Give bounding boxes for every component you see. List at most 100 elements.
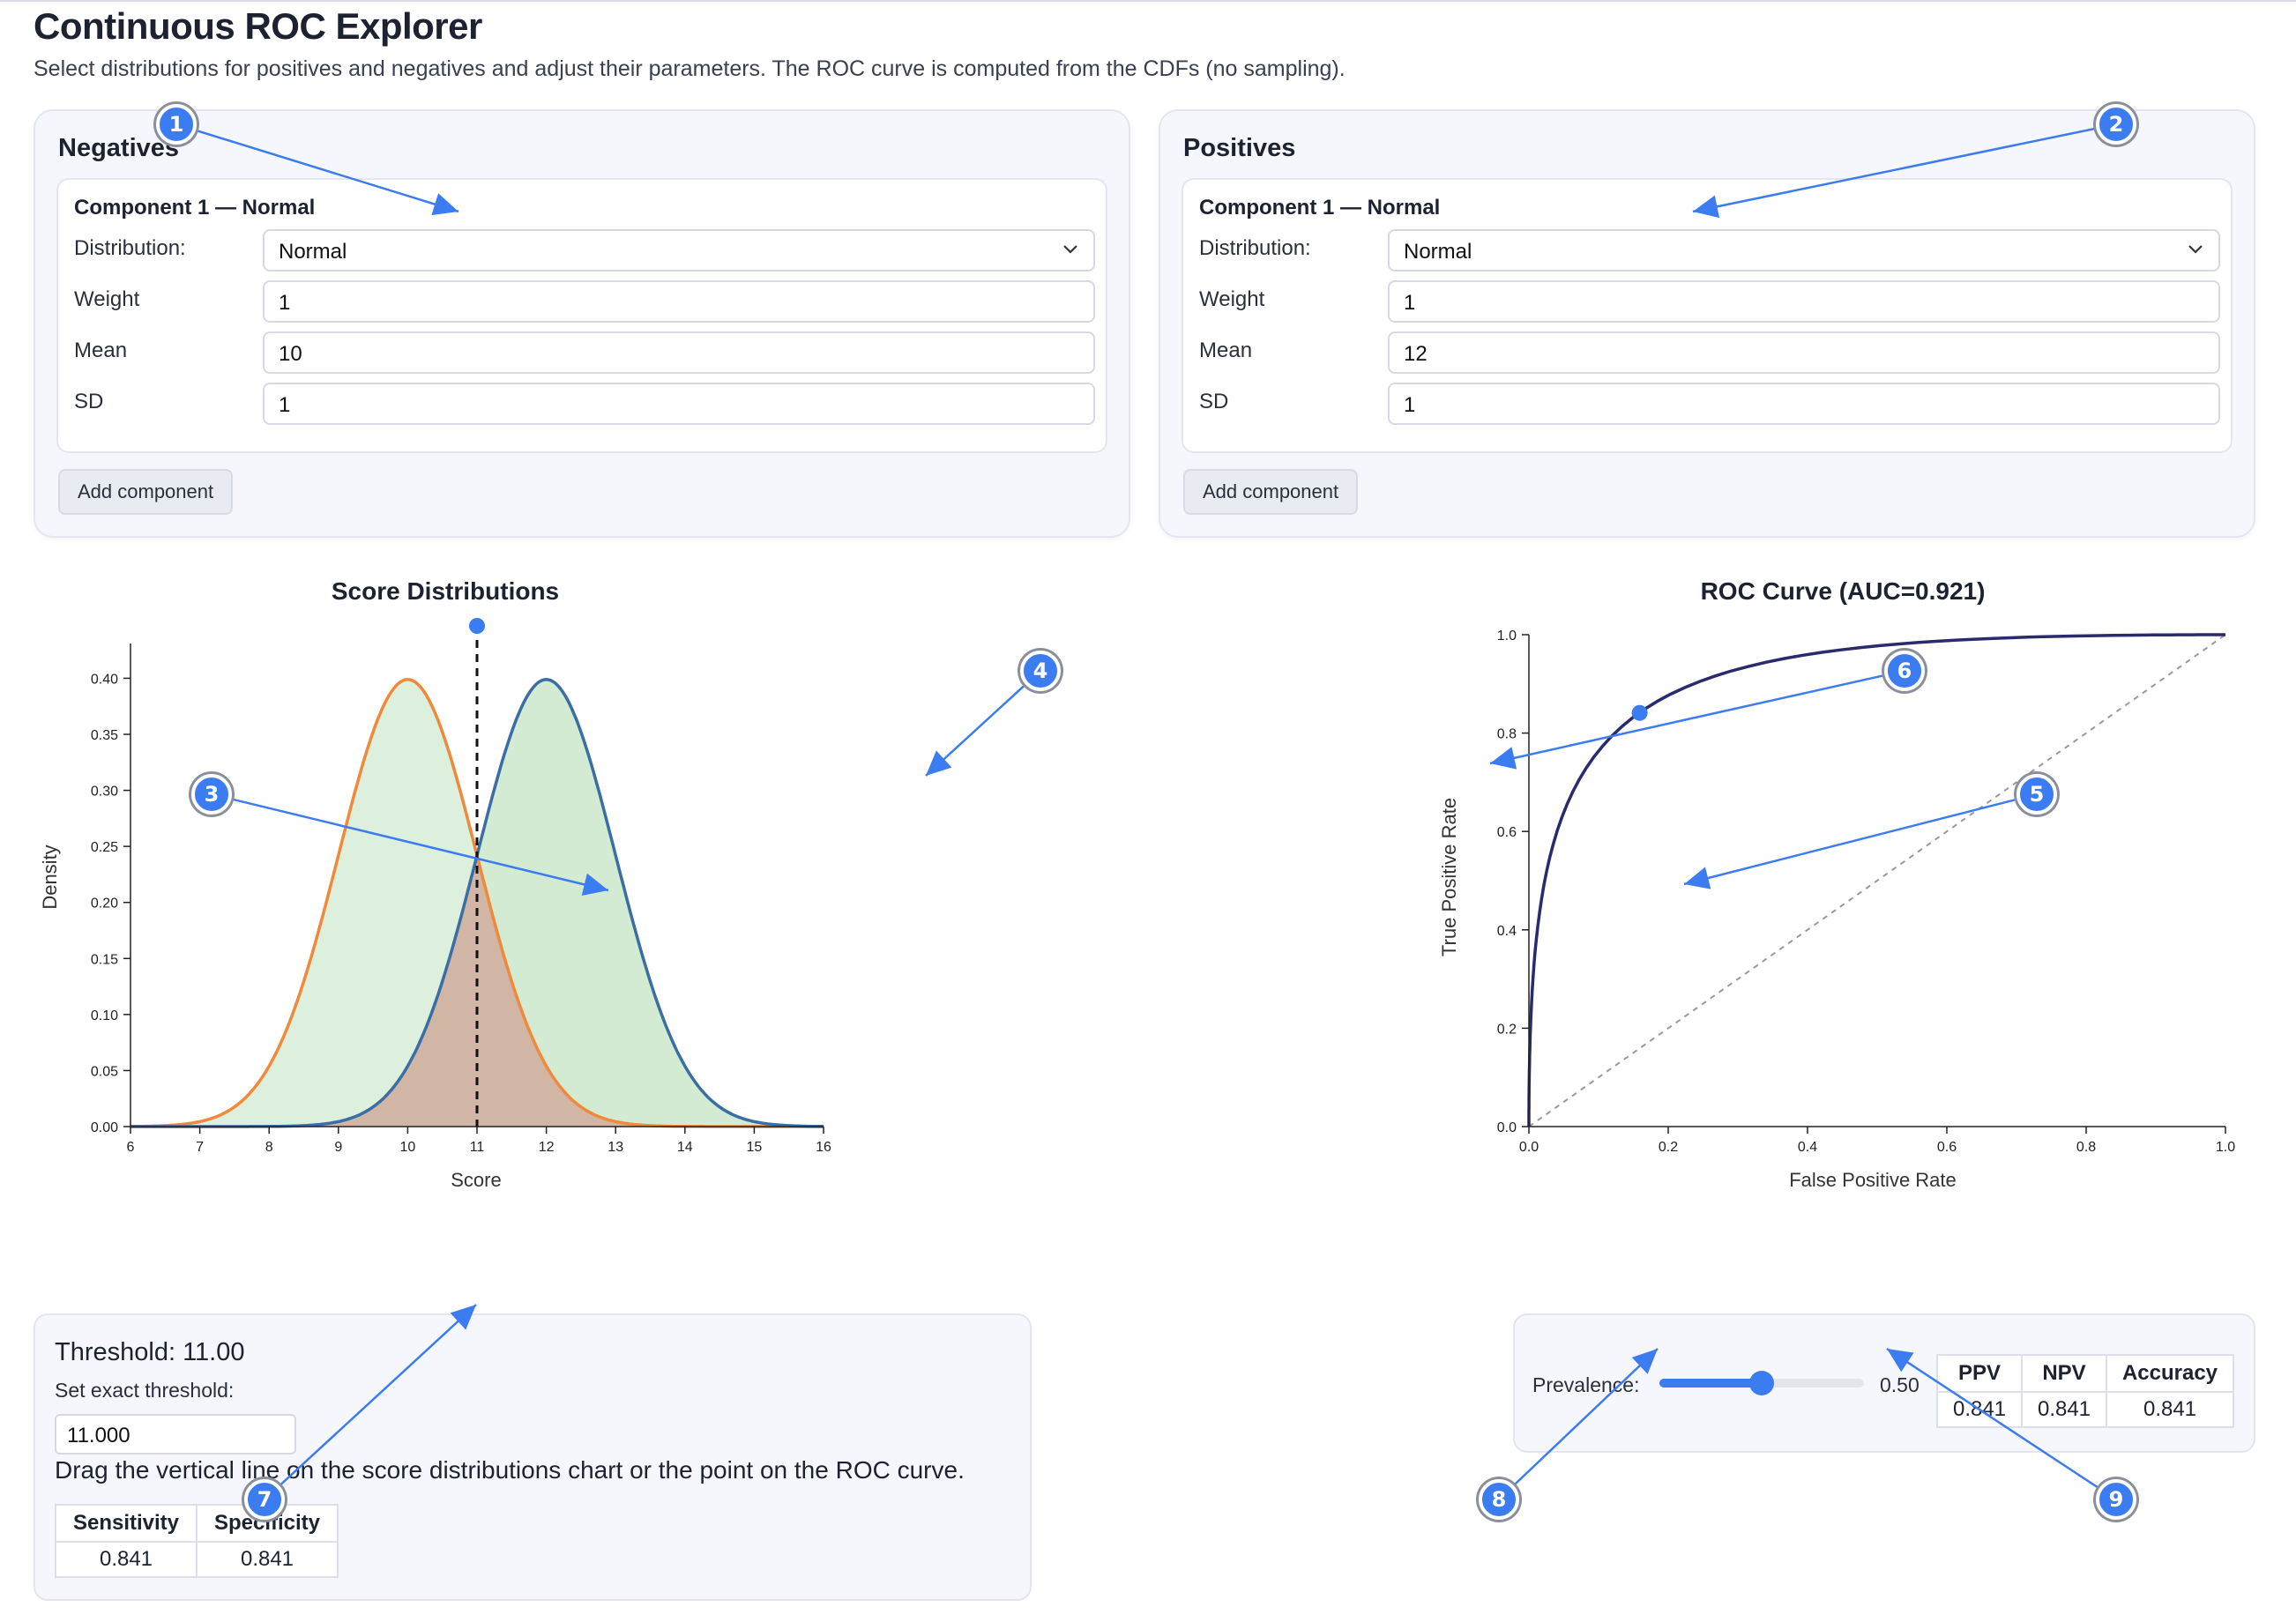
- x-tick-label: 0.4: [1798, 1140, 1817, 1155]
- positives-add-component-button[interactable]: Add component: [1183, 469, 1359, 515]
- negatives-weight-input[interactable]: 1: [263, 280, 1095, 323]
- positives-panel: Positives Component 1 — Normal Distribut…: [1159, 109, 2255, 538]
- chart-title: Score Distributions: [332, 577, 559, 605]
- threshold-handle[interactable]: [469, 618, 485, 634]
- prevalence-panel: Prevalence: 0.50 PPV NPV Accuracy 0.841 …: [1513, 1313, 2255, 1453]
- threshold-panel: Threshold: 11.00 Set exact threshold: 11…: [34, 1313, 1032, 1601]
- annotation-marker-7: 7: [244, 1479, 285, 1520]
- negatives-panel: Negatives Component 1 — Normal Distribut…: [34, 109, 1130, 538]
- prevalence-label: Prevalence:: [1532, 1373, 1640, 1396]
- header-sensitivity: Sensitivity: [55, 1504, 198, 1543]
- select-value: Normal: [1404, 240, 1472, 264]
- threshold-set-label: Set exact threshold:: [55, 1379, 235, 1402]
- positives-weight-input[interactable]: 1: [1388, 280, 2220, 323]
- specificity-value: 0.841: [196, 1541, 339, 1578]
- sd-value: 1: [279, 393, 291, 417]
- weight-value: 1: [279, 291, 291, 315]
- negatives-title: Negatives: [58, 134, 180, 162]
- annotation-marker-4: 4: [1020, 651, 1061, 691]
- top-border: [0, 0, 2296, 2]
- sd-label: SD: [74, 390, 104, 413]
- table-row: 0.841 0.841: [55, 1541, 339, 1578]
- x-tick-label: 6: [127, 1140, 135, 1155]
- x-tick-label: 7: [196, 1140, 204, 1155]
- sd-value: 1: [1404, 393, 1416, 417]
- score-distributions-chart[interactable]: Score Distributions 6 7 8 9 10 11 12 13 14 15 16 0.…: [35, 573, 917, 1208]
- negatives-component-1: Component 1 — Normal Distribution: Norma…: [56, 178, 1107, 453]
- slider-thumb[interactable]: [1749, 1371, 1774, 1395]
- mean-value: 10: [279, 342, 302, 366]
- prevalence-value: 0.50: [1880, 1373, 1920, 1396]
- page-description: Select distributions for positives and n…: [34, 56, 1346, 81]
- x-tick-label: 14: [677, 1140, 693, 1155]
- y-tick-label: 0.4: [1497, 924, 1517, 939]
- positives-component-1: Component 1 — Normal Distribution: Norma…: [1182, 178, 2233, 453]
- x-tick-label: 11: [470, 1140, 485, 1155]
- chevron-down-icon: [1063, 245, 1077, 254]
- annotation-marker-6: 6: [1884, 651, 1925, 691]
- distribution-label: Distribution:: [1199, 236, 1311, 260]
- y-tick-label: 0.10: [91, 1008, 118, 1023]
- threshold-input-value: 11.000: [67, 1424, 130, 1447]
- sensitivity-value: 0.841: [55, 1541, 198, 1578]
- y-tick-label: 0.0: [1497, 1120, 1517, 1135]
- slider-fill: [1659, 1379, 1762, 1388]
- positives-mean-input[interactable]: 12: [1388, 331, 2220, 374]
- x-tick-label: 10: [400, 1140, 416, 1155]
- y-tick-label: 0.2: [1497, 1022, 1517, 1037]
- annotation-marker-2: 2: [2096, 104, 2136, 145]
- select-value: Normal: [279, 240, 347, 264]
- x-tick-label: 13: [608, 1140, 623, 1155]
- table-header-row: Sensitivity Specificity: [55, 1504, 339, 1543]
- x-tick-label: 0.6: [1937, 1140, 1957, 1155]
- negatives-add-component-button[interactable]: Add component: [58, 469, 234, 515]
- annotation-marker-9: 9: [2096, 1479, 2136, 1520]
- y-tick-label: 0.25: [91, 840, 118, 855]
- annotation-marker-3: 3: [191, 774, 232, 815]
- threshold-heading: Threshold: 11.00: [55, 1338, 245, 1366]
- header-ppv: PPV: [1936, 1354, 2023, 1393]
- negatives-sd-input[interactable]: 1: [263, 383, 1095, 425]
- x-tick-label: 8: [265, 1140, 273, 1155]
- y-axis-label: Density: [39, 844, 61, 909]
- y-tick-label: 0.15: [91, 952, 118, 967]
- x-tick-label: 0.0: [1519, 1140, 1539, 1155]
- page-title: Continuous ROC Explorer: [34, 5, 482, 47]
- negatives-distribution-select[interactable]: Normal: [263, 229, 1095, 272]
- y-tick-label: 0.35: [91, 728, 118, 743]
- ppv-value: 0.841: [1936, 1391, 2023, 1428]
- y-tick-label: 0.20: [91, 897, 118, 911]
- accuracy-value: 0.841: [2106, 1391, 2234, 1428]
- table-header-row: PPV NPV Accuracy: [1936, 1354, 2234, 1393]
- y-tick-label: 0.30: [91, 785, 118, 800]
- x-tick-label: 0.8: [2076, 1140, 2096, 1155]
- y-tick-label: 0.6: [1497, 825, 1517, 840]
- table-row: 0.841 0.841 0.841: [1936, 1391, 2234, 1428]
- negatives-mean-input[interactable]: 10: [263, 331, 1095, 374]
- roc-curve-chart[interactable]: ROC Curve (AUC=0.921) 0.0 0.2 0.4 0.6 0.8 1.0…: [1411, 573, 2292, 1208]
- y-tick-label: 0.05: [91, 1064, 118, 1079]
- positives-distribution-select[interactable]: Normal: [1388, 229, 2220, 272]
- y-tick-label: 0.40: [91, 672, 118, 687]
- prevalence-slider[interactable]: [1659, 1368, 1864, 1398]
- chart-title: ROC Curve (AUC=0.921): [1701, 577, 1986, 605]
- chevron-down-icon: [2188, 245, 2203, 254]
- operating-point[interactable]: [1631, 704, 1648, 721]
- y-tick-label: 0.00: [91, 1120, 118, 1135]
- weight-label: Weight: [1199, 287, 1265, 311]
- sensitivity-specificity-table: Sensitivity Specificity 0.841 0.841: [55, 1504, 339, 1578]
- positives-sd-input[interactable]: 1: [1388, 383, 2220, 425]
- threshold-input[interactable]: 11.000: [55, 1414, 296, 1455]
- x-tick-label: 0.2: [1659, 1140, 1678, 1155]
- distribution-label: Distribution:: [74, 236, 186, 260]
- x-tick-label: 12: [539, 1140, 555, 1155]
- ppv-npv-accuracy-table: PPV NPV Accuracy 0.841 0.841 0.841: [1936, 1354, 2234, 1428]
- y-tick-label: 0.8: [1497, 727, 1517, 742]
- threshold-hint: Drag the vertical line on the score dist…: [55, 1456, 965, 1484]
- overlap-area: [130, 855, 824, 1127]
- mean-value: 12: [1404, 342, 1428, 366]
- annotation-marker-5: 5: [2016, 774, 2057, 815]
- y-tick-label: 1.0: [1497, 629, 1517, 644]
- component-title: Component 1 — Normal: [74, 196, 316, 219]
- header-accuracy: Accuracy: [2106, 1354, 2234, 1393]
